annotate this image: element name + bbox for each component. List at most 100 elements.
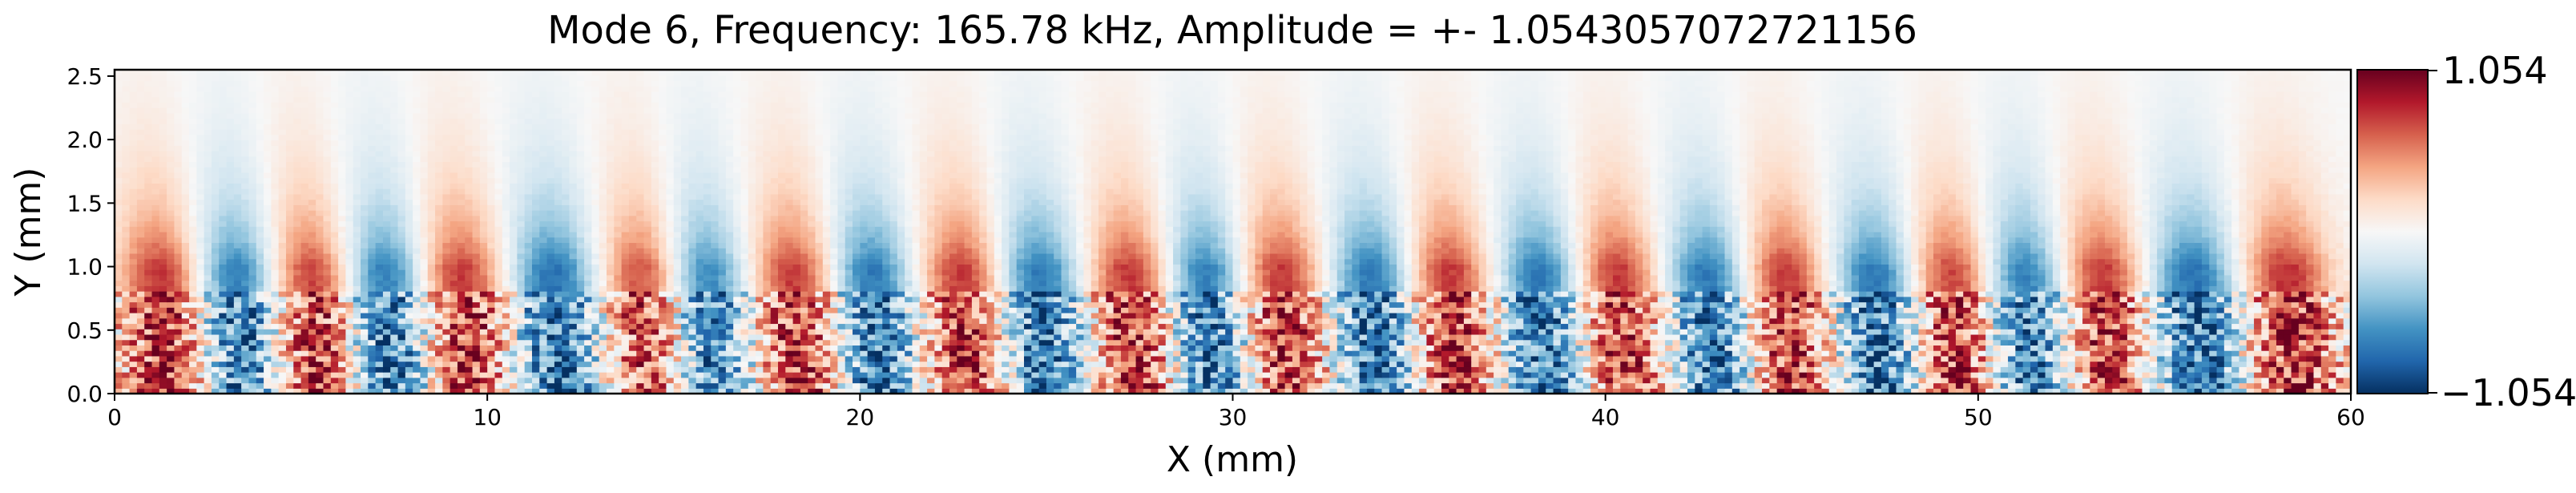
heatmap-cell xyxy=(1546,339,1554,346)
heatmap-cell xyxy=(614,313,623,319)
heatmap-cell xyxy=(316,329,325,335)
heatmap-cell xyxy=(487,307,496,313)
heatmap-cell xyxy=(1054,329,1062,335)
heatmap-cell xyxy=(479,361,488,367)
heatmap-cell xyxy=(1582,317,1591,325)
heatmap-cell xyxy=(449,361,458,367)
heatmap-cell xyxy=(2201,339,2210,346)
heatmap-cell xyxy=(941,345,950,351)
heatmap-cell xyxy=(2090,388,2098,394)
heatmap-cell xyxy=(1792,313,1800,319)
heatmap-cell xyxy=(621,355,630,362)
heatmap-cell xyxy=(971,345,980,351)
heatmap-cell xyxy=(1433,355,1442,362)
heatmap-cell xyxy=(1955,345,1964,351)
heatmap-cell xyxy=(1702,366,1711,373)
heatmap-cell xyxy=(860,361,869,367)
heatmap-cell xyxy=(2030,350,2038,357)
heatmap-cell xyxy=(740,301,749,308)
heatmap-cell xyxy=(1717,313,1726,319)
heatmap-cell xyxy=(1889,355,1897,362)
heatmap-cell xyxy=(345,372,354,378)
heatmap-cell xyxy=(2284,377,2292,384)
heatmap-cell xyxy=(2164,313,2173,319)
heatmap-cell xyxy=(181,301,190,308)
heatmap-cell xyxy=(2254,355,2262,362)
heatmap-cell xyxy=(531,333,540,341)
heatmap-cell xyxy=(2239,388,2247,394)
heatmap-cell xyxy=(1762,366,1770,373)
heatmap-cell xyxy=(1195,345,1203,351)
heatmap-cell xyxy=(457,333,466,341)
heatmap-cell xyxy=(2008,345,2016,351)
heatmap-cell xyxy=(2246,366,2255,373)
heatmap-cell xyxy=(390,366,399,373)
heatmap-cell xyxy=(285,377,294,384)
heatmap-cell xyxy=(1195,329,1203,335)
heatmap-cell xyxy=(241,366,250,373)
heatmap-cell xyxy=(1187,313,1196,319)
heatmap-cell xyxy=(2246,333,2255,341)
heatmap-cell xyxy=(487,366,496,373)
heatmap-cell xyxy=(1844,323,1852,329)
heatmap-cell xyxy=(1933,388,1941,394)
heatmap-cell xyxy=(1806,366,1815,373)
heatmap-cell xyxy=(1009,377,1018,384)
heatmap-cell xyxy=(546,333,555,341)
heatmap-cell xyxy=(233,382,242,389)
heatmap-cell xyxy=(1903,350,1912,357)
heatmap-cell xyxy=(2074,350,2083,357)
heatmap-cell xyxy=(1433,382,1442,389)
heatmap-cell xyxy=(1329,329,1338,335)
heatmap-cell xyxy=(562,323,570,329)
heatmap-cell xyxy=(1113,372,1122,378)
heatmap-cell xyxy=(196,317,205,325)
heatmap-cell xyxy=(457,361,466,367)
heatmap-cell xyxy=(1120,377,1129,384)
heatmap-cell xyxy=(353,301,361,308)
heatmap-cell xyxy=(1456,307,1465,313)
heatmap-cell xyxy=(1963,339,1972,346)
heatmap-cell xyxy=(1463,345,1472,351)
heatmap-cell xyxy=(607,361,615,367)
heatmap-cell xyxy=(1240,355,1248,362)
heatmap-cell xyxy=(927,377,935,384)
heatmap-cell xyxy=(643,361,652,367)
heatmap-cell xyxy=(927,323,935,329)
heatmap-cell xyxy=(1731,317,1740,325)
heatmap-cell xyxy=(711,313,720,319)
heatmap-cell xyxy=(733,301,742,308)
heatmap-cell xyxy=(934,339,943,346)
heatmap-cell xyxy=(957,366,965,373)
heatmap-cell xyxy=(390,377,399,384)
heatmap-cell xyxy=(1873,350,1882,357)
heatmap-cell xyxy=(2112,329,2121,335)
heatmap-cell xyxy=(1024,323,1032,329)
heatmap-cell xyxy=(636,372,645,378)
heatmap-cell xyxy=(912,350,921,357)
heatmap-cell xyxy=(2239,377,2247,384)
heatmap-cell xyxy=(562,333,570,341)
heatmap-cell xyxy=(607,377,615,384)
heatmap-cell xyxy=(361,313,369,319)
heatmap-cell xyxy=(607,329,615,335)
heatmap-cell xyxy=(800,323,808,329)
heatmap-cell xyxy=(822,345,831,351)
heatmap-cell xyxy=(941,388,950,394)
heatmap-cell xyxy=(1344,323,1353,329)
heatmap-cell xyxy=(756,350,764,357)
heatmap-cell xyxy=(2201,388,2210,394)
heatmap-cell xyxy=(1814,313,1823,319)
heatmap-cell xyxy=(1508,372,1517,378)
heatmap-cell xyxy=(151,377,160,384)
heatmap-cell xyxy=(1054,317,1062,325)
heatmap-cell xyxy=(1366,345,1375,351)
heatmap-cell xyxy=(375,313,384,319)
heatmap-cell xyxy=(390,317,399,325)
heatmap-cell xyxy=(204,307,212,313)
heatmap-cell xyxy=(1933,350,1941,357)
heatmap-cell xyxy=(1165,333,1174,341)
heatmap-cell xyxy=(368,339,377,346)
heatmap-cell xyxy=(2306,382,2315,389)
heatmap-cell xyxy=(1225,307,1234,313)
